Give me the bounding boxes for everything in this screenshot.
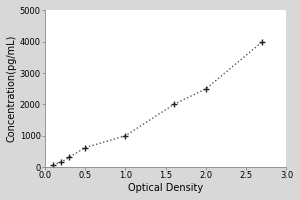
X-axis label: Optical Density: Optical Density bbox=[128, 183, 203, 193]
Y-axis label: Concentration(pg/mL): Concentration(pg/mL) bbox=[7, 35, 17, 142]
